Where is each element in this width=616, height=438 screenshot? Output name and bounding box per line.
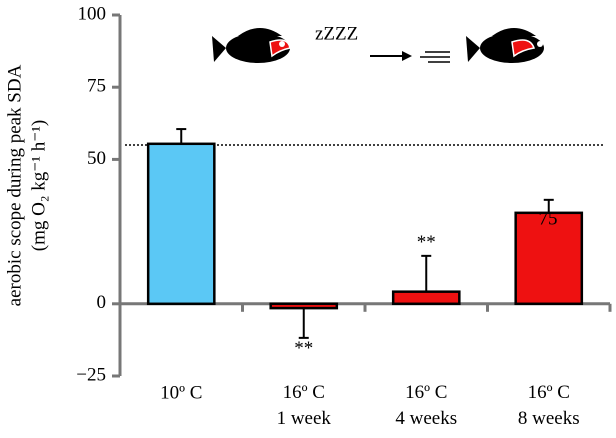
y-tick-label: −25 — [76, 364, 106, 385]
significance-label: ** — [417, 232, 436, 253]
bar — [146, 142, 216, 306]
bar — [269, 302, 339, 310]
fish-illustration — [212, 28, 544, 63]
y-tick-label: 0 — [97, 292, 107, 313]
significance-label: ** — [294, 338, 313, 359]
annotation: 75 — [539, 208, 558, 229]
y-axis-label: aerobic scope during peak SDA — [4, 64, 25, 306]
bar — [391, 290, 461, 306]
y-axis-label: (mg O₂ kg⁻¹ h⁻¹) — [28, 120, 49, 251]
y-tick-label: 100 — [78, 3, 107, 24]
y-tick-label: 75 — [87, 76, 106, 97]
annotation: zZZZ — [315, 23, 358, 44]
bar — [514, 211, 584, 306]
y-tick-label: 50 — [87, 148, 106, 169]
x-tick-label: 10º C — [160, 382, 202, 403]
